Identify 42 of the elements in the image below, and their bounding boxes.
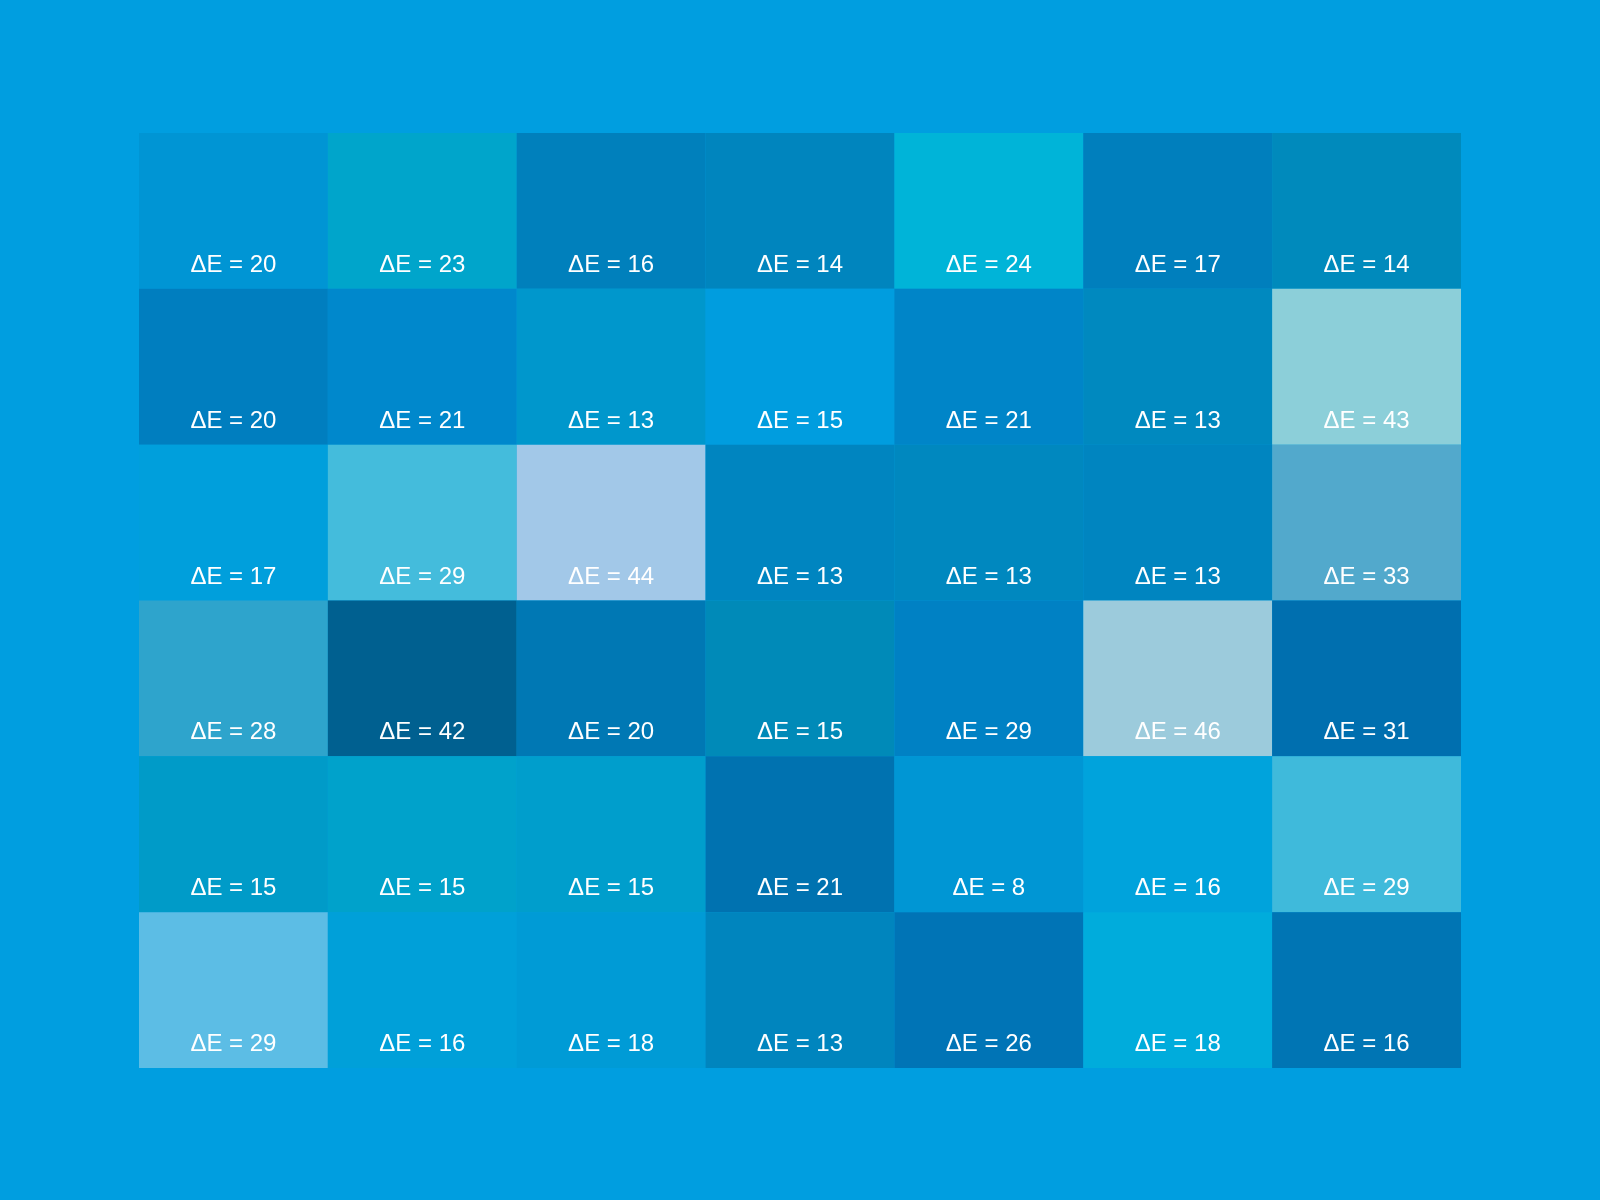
data-label: ΔE = 24 (945, 249, 1032, 277)
data-label: ΔE = 29 (190, 1029, 277, 1056)
data-label: ΔE = 20 (190, 249, 277, 277)
data-label: ΔE = 13 (756, 1029, 844, 1056)
data-label: ΔE = 14 (1323, 249, 1410, 277)
data-label: ΔE = 15 (568, 873, 655, 901)
data-label: ΔE = 17 (1134, 249, 1221, 277)
data-label: ΔE = 8 (952, 873, 1026, 901)
data-label: ΔE = 16 (568, 249, 655, 277)
data-label: ΔE = 29 (945, 717, 1032, 745)
data-label: ΔE = 43 (1323, 405, 1410, 433)
data-label: ΔE = 14 (756, 249, 844, 277)
data-label: ΔE = 21 (379, 405, 466, 433)
data-label: ΔE = 29 (1323, 873, 1410, 901)
data-label: ΔE = 17 (190, 561, 277, 589)
data-label: ΔE = 21 (945, 405, 1032, 433)
data-label: ΔE = 15 (190, 873, 277, 901)
data-label: ΔE = 23 (379, 249, 466, 277)
data-label: ΔE = 13 (945, 561, 1032, 589)
data-label: ΔE = 44 (568, 561, 655, 589)
data-label: ΔE = 18 (1134, 1029, 1221, 1056)
data-label: ΔE = 16 (379, 1029, 466, 1056)
data-label: ΔE = 42 (379, 717, 466, 745)
data-label: ΔE = 13 (756, 561, 844, 589)
data-label: ΔE = 20 (190, 405, 277, 433)
data-label: ΔE = 15 (756, 717, 844, 745)
data-label: ΔE = 29 (379, 561, 466, 589)
data-label: ΔE = 16 (1323, 1029, 1410, 1056)
data-label: ΔE = 15 (756, 405, 844, 433)
data-label: ΔE = 18 (568, 1029, 655, 1056)
data-label: ΔE = 16 (1134, 873, 1221, 901)
data-label: ΔE = 13 (568, 405, 655, 433)
data-label: ΔE = 26 (945, 1029, 1032, 1056)
data-label: ΔE = 28 (190, 717, 277, 745)
data-label: ΔE = 20 (568, 717, 655, 745)
data-label: ΔE = 21 (756, 873, 844, 901)
data-label: ΔE = 13 (1134, 405, 1221, 433)
data-label: ΔE = 31 (1323, 717, 1410, 745)
data-label: ΔE = 13 (1134, 561, 1221, 589)
data-label: ΔE = 46 (1134, 717, 1221, 745)
data-label: ΔE = 33 (1323, 561, 1410, 589)
data-label: ΔE = 15 (379, 873, 466, 901)
